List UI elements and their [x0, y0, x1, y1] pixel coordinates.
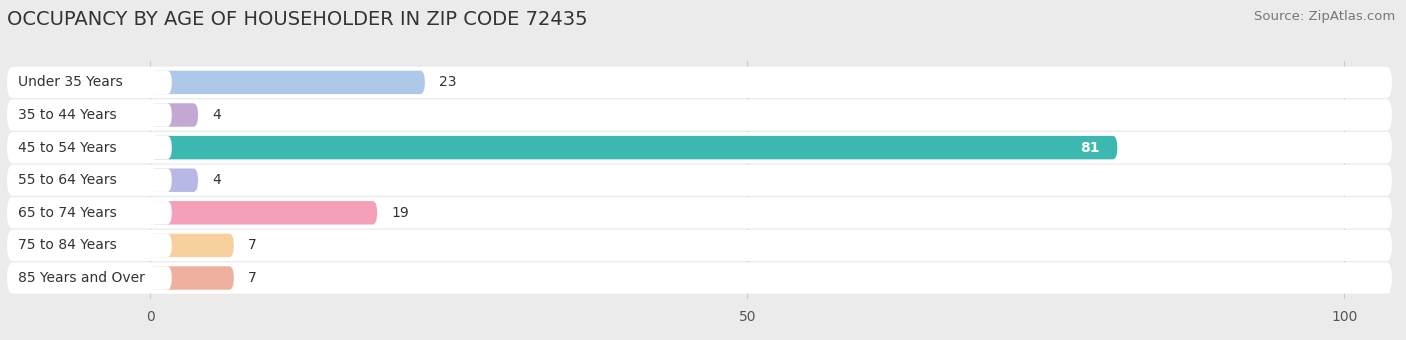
FancyBboxPatch shape — [7, 67, 1392, 98]
Text: 23: 23 — [439, 75, 457, 89]
FancyBboxPatch shape — [7, 230, 1392, 261]
FancyBboxPatch shape — [11, 266, 172, 290]
Text: 35 to 44 Years: 35 to 44 Years — [18, 108, 117, 122]
Text: 19: 19 — [391, 206, 409, 220]
Text: 85 Years and Over: 85 Years and Over — [18, 271, 145, 285]
FancyBboxPatch shape — [11, 168, 172, 192]
FancyBboxPatch shape — [11, 71, 172, 94]
Text: 7: 7 — [249, 238, 257, 252]
Text: 81: 81 — [1080, 141, 1099, 155]
FancyBboxPatch shape — [150, 234, 233, 257]
FancyBboxPatch shape — [7, 99, 1392, 131]
FancyBboxPatch shape — [150, 201, 377, 224]
FancyBboxPatch shape — [7, 132, 1392, 163]
Text: OCCUPANCY BY AGE OF HOUSEHOLDER IN ZIP CODE 72435: OCCUPANCY BY AGE OF HOUSEHOLDER IN ZIP C… — [7, 10, 588, 29]
FancyBboxPatch shape — [7, 262, 1392, 294]
FancyBboxPatch shape — [11, 103, 172, 127]
Text: 4: 4 — [212, 173, 221, 187]
Text: 7: 7 — [249, 271, 257, 285]
FancyBboxPatch shape — [11, 234, 172, 257]
Text: 75 to 84 Years: 75 to 84 Years — [18, 238, 117, 252]
FancyBboxPatch shape — [150, 71, 425, 94]
Text: Under 35 Years: Under 35 Years — [18, 75, 122, 89]
Text: Source: ZipAtlas.com: Source: ZipAtlas.com — [1254, 10, 1395, 23]
FancyBboxPatch shape — [150, 103, 198, 127]
Text: 65 to 74 Years: 65 to 74 Years — [18, 206, 117, 220]
Text: 45 to 54 Years: 45 to 54 Years — [18, 141, 117, 155]
FancyBboxPatch shape — [7, 165, 1392, 196]
FancyBboxPatch shape — [150, 266, 233, 290]
Text: 4: 4 — [212, 108, 221, 122]
FancyBboxPatch shape — [7, 197, 1392, 228]
FancyBboxPatch shape — [11, 201, 172, 224]
FancyBboxPatch shape — [150, 168, 198, 192]
FancyBboxPatch shape — [150, 136, 1118, 159]
Text: 55 to 64 Years: 55 to 64 Years — [18, 173, 117, 187]
FancyBboxPatch shape — [11, 136, 172, 159]
